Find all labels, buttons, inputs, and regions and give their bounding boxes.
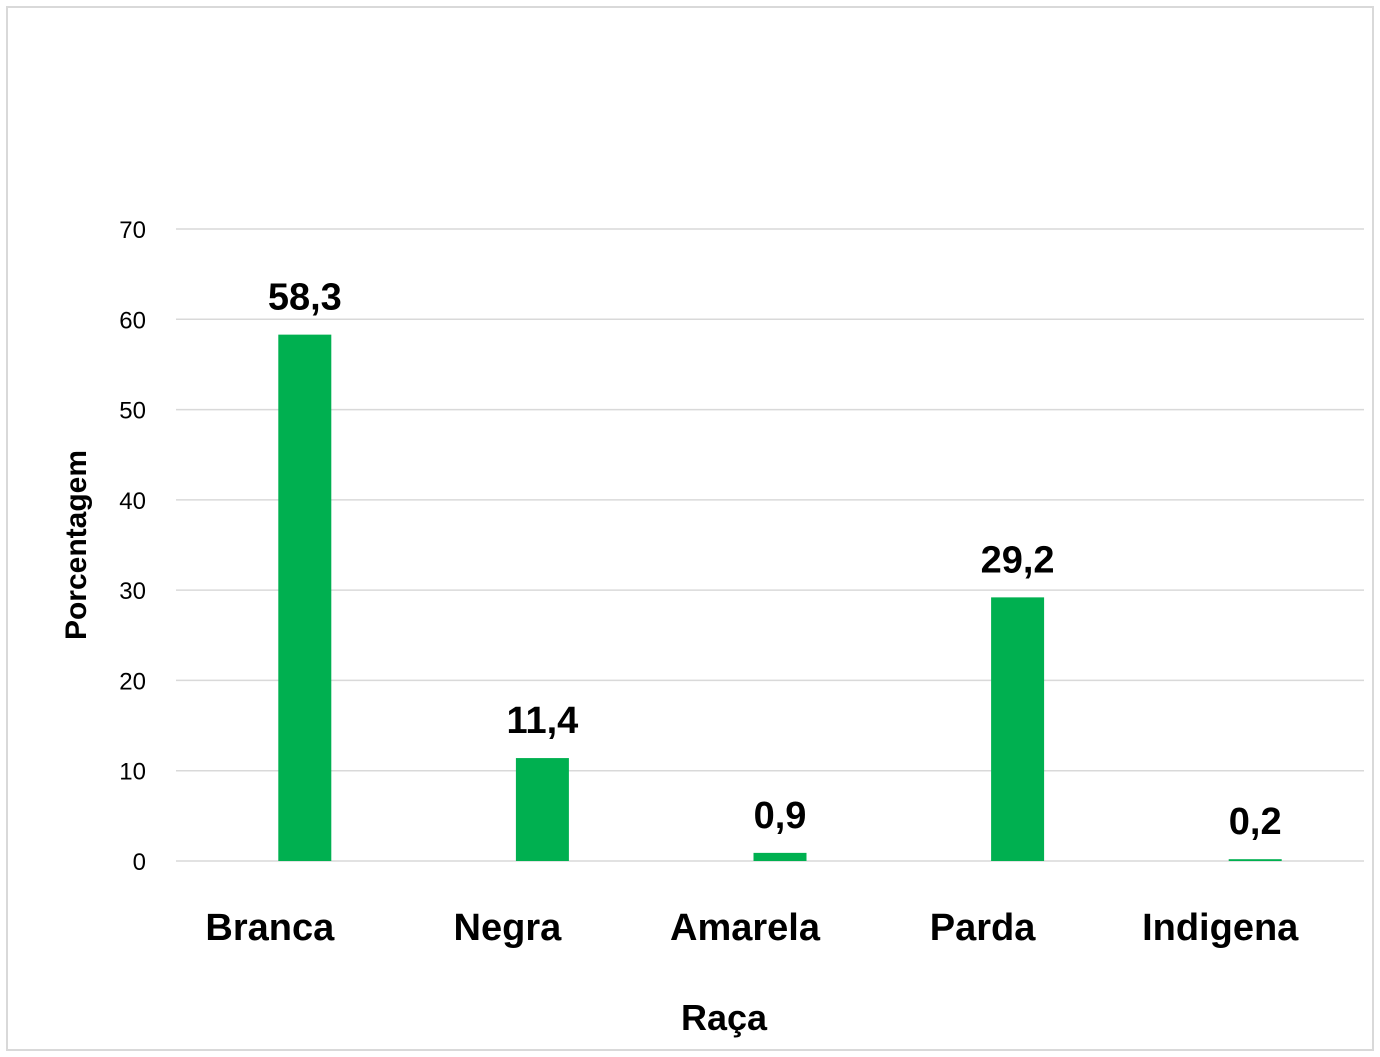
bar-parda <box>991 597 1045 861</box>
bar-amarela <box>753 852 807 861</box>
x-tick-label: Indigena <box>1142 907 1299 949</box>
x-tick-label: Branca <box>205 907 335 949</box>
x-axis-title: Raça <box>681 997 768 1038</box>
data-label: 58,3 <box>268 277 342 319</box>
y-tick-label: 0 <box>133 849 146 876</box>
y-tick-label: 40 <box>119 488 146 515</box>
bar-indigena <box>1228 859 1282 861</box>
x-tick-label: Negra <box>454 907 563 949</box>
y-tick-label: 70 <box>119 217 146 244</box>
bar-branca <box>278 334 332 861</box>
bar-negra <box>515 758 569 861</box>
bars <box>278 334 1282 861</box>
data-label: 11,4 <box>506 700 578 742</box>
grid-lines <box>176 228 1364 862</box>
x-tick-label: Parda <box>930 907 1036 949</box>
y-tick-label: 10 <box>119 759 146 786</box>
chart-frame <box>6 6 1374 1051</box>
x-axis-categories: Branca Negra Amarela Parda Indigena <box>205 907 1299 949</box>
y-tick-label: 20 <box>119 668 146 695</box>
data-label: 0,9 <box>754 795 807 837</box>
data-label: 29,2 <box>981 539 1055 581</box>
y-tick-label: 60 <box>119 307 146 334</box>
y-axis-title: Porcentagem <box>60 450 93 640</box>
x-tick-label: Amarela <box>670 907 821 949</box>
data-label: 0,2 <box>1229 801 1282 843</box>
data-labels: 58,3 11,4 0,9 29,2 0,2 <box>268 277 1282 844</box>
y-tick-label: 30 <box>119 578 146 605</box>
y-axis-ticks: 0 10 20 30 40 50 60 70 <box>119 217 146 876</box>
y-tick-label: 50 <box>119 398 146 425</box>
